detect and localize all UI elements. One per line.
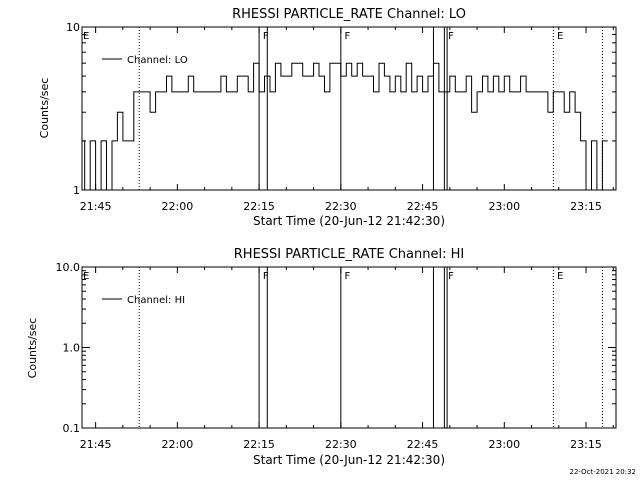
x-tick-label: 22:00: [162, 438, 194, 451]
footer-timestamp: 22-Oct-2021 20:32: [570, 468, 636, 476]
event-annotation: E: [557, 271, 563, 282]
x-tick-label: 22:45: [407, 200, 439, 213]
event-annotation: F: [448, 271, 454, 282]
x-axis-label: Start Time (20-Jun-12 21:42:30): [253, 453, 445, 467]
x-tick-label: 23:00: [488, 200, 520, 213]
x-tick-label: 22:00: [162, 200, 194, 213]
event-annotation: E: [83, 271, 89, 282]
x-axis-label: Start Time (20-Jun-12 21:42:30): [253, 214, 445, 228]
y-tick-label: 0.1: [63, 422, 81, 435]
x-tick-label: 22:15: [243, 438, 275, 451]
x-tick-label: 22:45: [407, 438, 439, 451]
plot-frame: [81, 266, 617, 429]
y-axis-label: Counts/sec: [38, 78, 51, 139]
x-tick-label: 22:30: [325, 438, 357, 451]
legend-label: Channel: LO: [127, 55, 188, 66]
event-annotation: E: [557, 31, 563, 42]
panel-hi: RHESSI PARTICLE_RATE Channel: HI Counts/s…: [26, 247, 617, 467]
series-line-channel: [82, 62, 608, 191]
y-axis-label: Counts/sec: [26, 318, 39, 379]
chart-title: RHESSI PARTICLE_RATE Channel: HI: [234, 247, 464, 262]
x-tick-label: 21:45: [80, 438, 112, 451]
chart-title: RHESSI PARTICLE_RATE Channel: LO: [232, 7, 466, 22]
y-tick-label: 1: [73, 184, 80, 197]
x-tick-label: 22:30: [325, 200, 357, 213]
x-tick-label: 22:15: [243, 200, 275, 213]
x-tick-label: 23:00: [488, 438, 520, 451]
panel-lo: RHESSI PARTICLE_RATE Channel: LO Counts/s…: [38, 7, 617, 228]
event-annotation: F: [263, 31, 269, 42]
y-tick-label: 10: [66, 21, 80, 34]
event-annotation: E: [83, 31, 89, 42]
event-annotation: F: [345, 271, 351, 282]
x-tick-label: 23:15: [570, 438, 602, 451]
y-tick-label: 1.0: [63, 342, 81, 355]
event-annotation: F: [345, 31, 351, 42]
event-annotation: F: [263, 271, 269, 282]
legend-label: Channel: HI: [127, 295, 185, 306]
event-annotation: F: [448, 31, 454, 42]
x-tick-label: 21:45: [80, 200, 112, 213]
x-tick-label: 23:15: [570, 200, 602, 213]
y-tick-label: 10.0: [56, 261, 81, 274]
plot-frame: [81, 26, 617, 191]
